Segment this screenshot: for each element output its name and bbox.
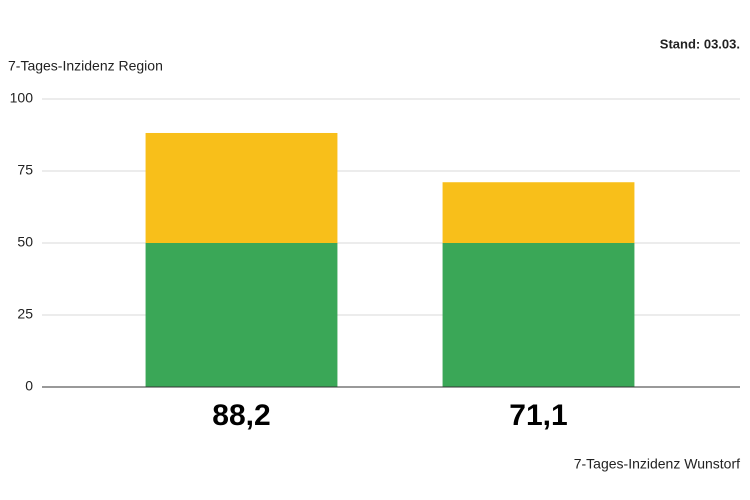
y-tick-label: 25: [17, 306, 33, 322]
y-axis-label: 7-Tages-Inzidenz Region: [8, 58, 163, 74]
y-tick-label: 50: [17, 234, 33, 250]
annotation: Stand: 03.03.: [660, 36, 740, 51]
x-axis-label: 7-Tages-Inzidenz Wunstorf: [574, 456, 740, 472]
y-tick-label: 100: [10, 90, 34, 106]
bar-segment: [442, 243, 635, 387]
bar-segment: [442, 182, 635, 243]
x-tick-label: 88,2: [212, 399, 270, 432]
x-tick-label: 71,1: [509, 399, 567, 432]
bar-segment: [145, 243, 338, 387]
y-tick-label: 75: [17, 162, 33, 178]
bar-segment: [145, 132, 338, 243]
y-tick-label: 0: [25, 378, 33, 394]
